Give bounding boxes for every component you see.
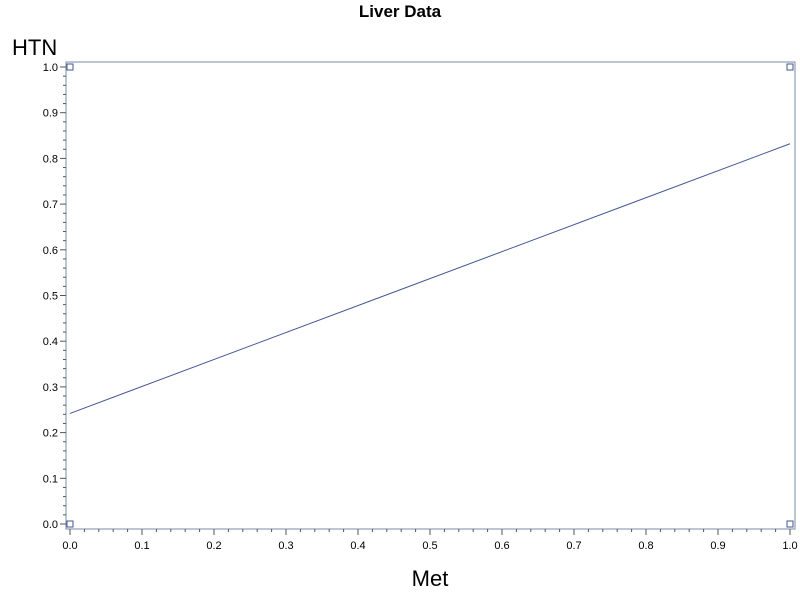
y-tick-label: 0.8 xyxy=(43,153,58,165)
y-tick-label: 0.3 xyxy=(43,382,58,394)
x-axis-label: Met xyxy=(412,566,449,591)
y-tick-label: 0.2 xyxy=(43,428,58,440)
x-tick-label: 0.5 xyxy=(422,540,437,552)
y-tick-label: 0.9 xyxy=(43,108,58,120)
y-tick-label: 0.4 xyxy=(43,336,58,348)
x-tick-label: 0.7 xyxy=(566,540,581,552)
y-axis: 0.0 0.1 0.2 0.3 0.4 0.5 0.6 0.7 0.8 0.9 1.0 xyxy=(43,62,66,531)
data-point xyxy=(786,520,794,528)
fit-line xyxy=(69,143,791,414)
data-point xyxy=(66,520,74,528)
x-axis: 0.0 0.1 0.2 0.3 0.4 0.5 0.6 0.7 0.8 0.9 1.0 xyxy=(62,529,798,552)
y-axis-label: HTN xyxy=(12,35,57,60)
x-tick-label: 1.0 xyxy=(782,540,797,552)
plot-frame xyxy=(65,61,796,530)
x-tick-label: 0.6 xyxy=(494,540,509,552)
x-tick-label: 0.9 xyxy=(710,540,725,552)
data-point xyxy=(66,63,74,71)
y-tick-label: 0.1 xyxy=(43,473,58,485)
y-tick-label: 0.5 xyxy=(43,291,58,303)
x-tick-label: 0.3 xyxy=(278,540,293,552)
x-tick-label: 0.2 xyxy=(206,540,221,552)
y-tick-label: 0.0 xyxy=(43,519,58,531)
x-tick-label: 0.1 xyxy=(134,540,149,552)
plot-area xyxy=(66,63,794,528)
x-tick-label: 0.4 xyxy=(350,540,365,552)
y-tick-label: 0.7 xyxy=(43,199,58,211)
y-tick-label: 1.0 xyxy=(43,62,58,74)
x-tick-label: 0.8 xyxy=(638,540,653,552)
y-tick-label: 0.6 xyxy=(43,245,58,257)
data-point xyxy=(786,63,794,71)
chart-title: Liver Data xyxy=(359,2,442,21)
x-tick-label: 0.0 xyxy=(62,540,77,552)
